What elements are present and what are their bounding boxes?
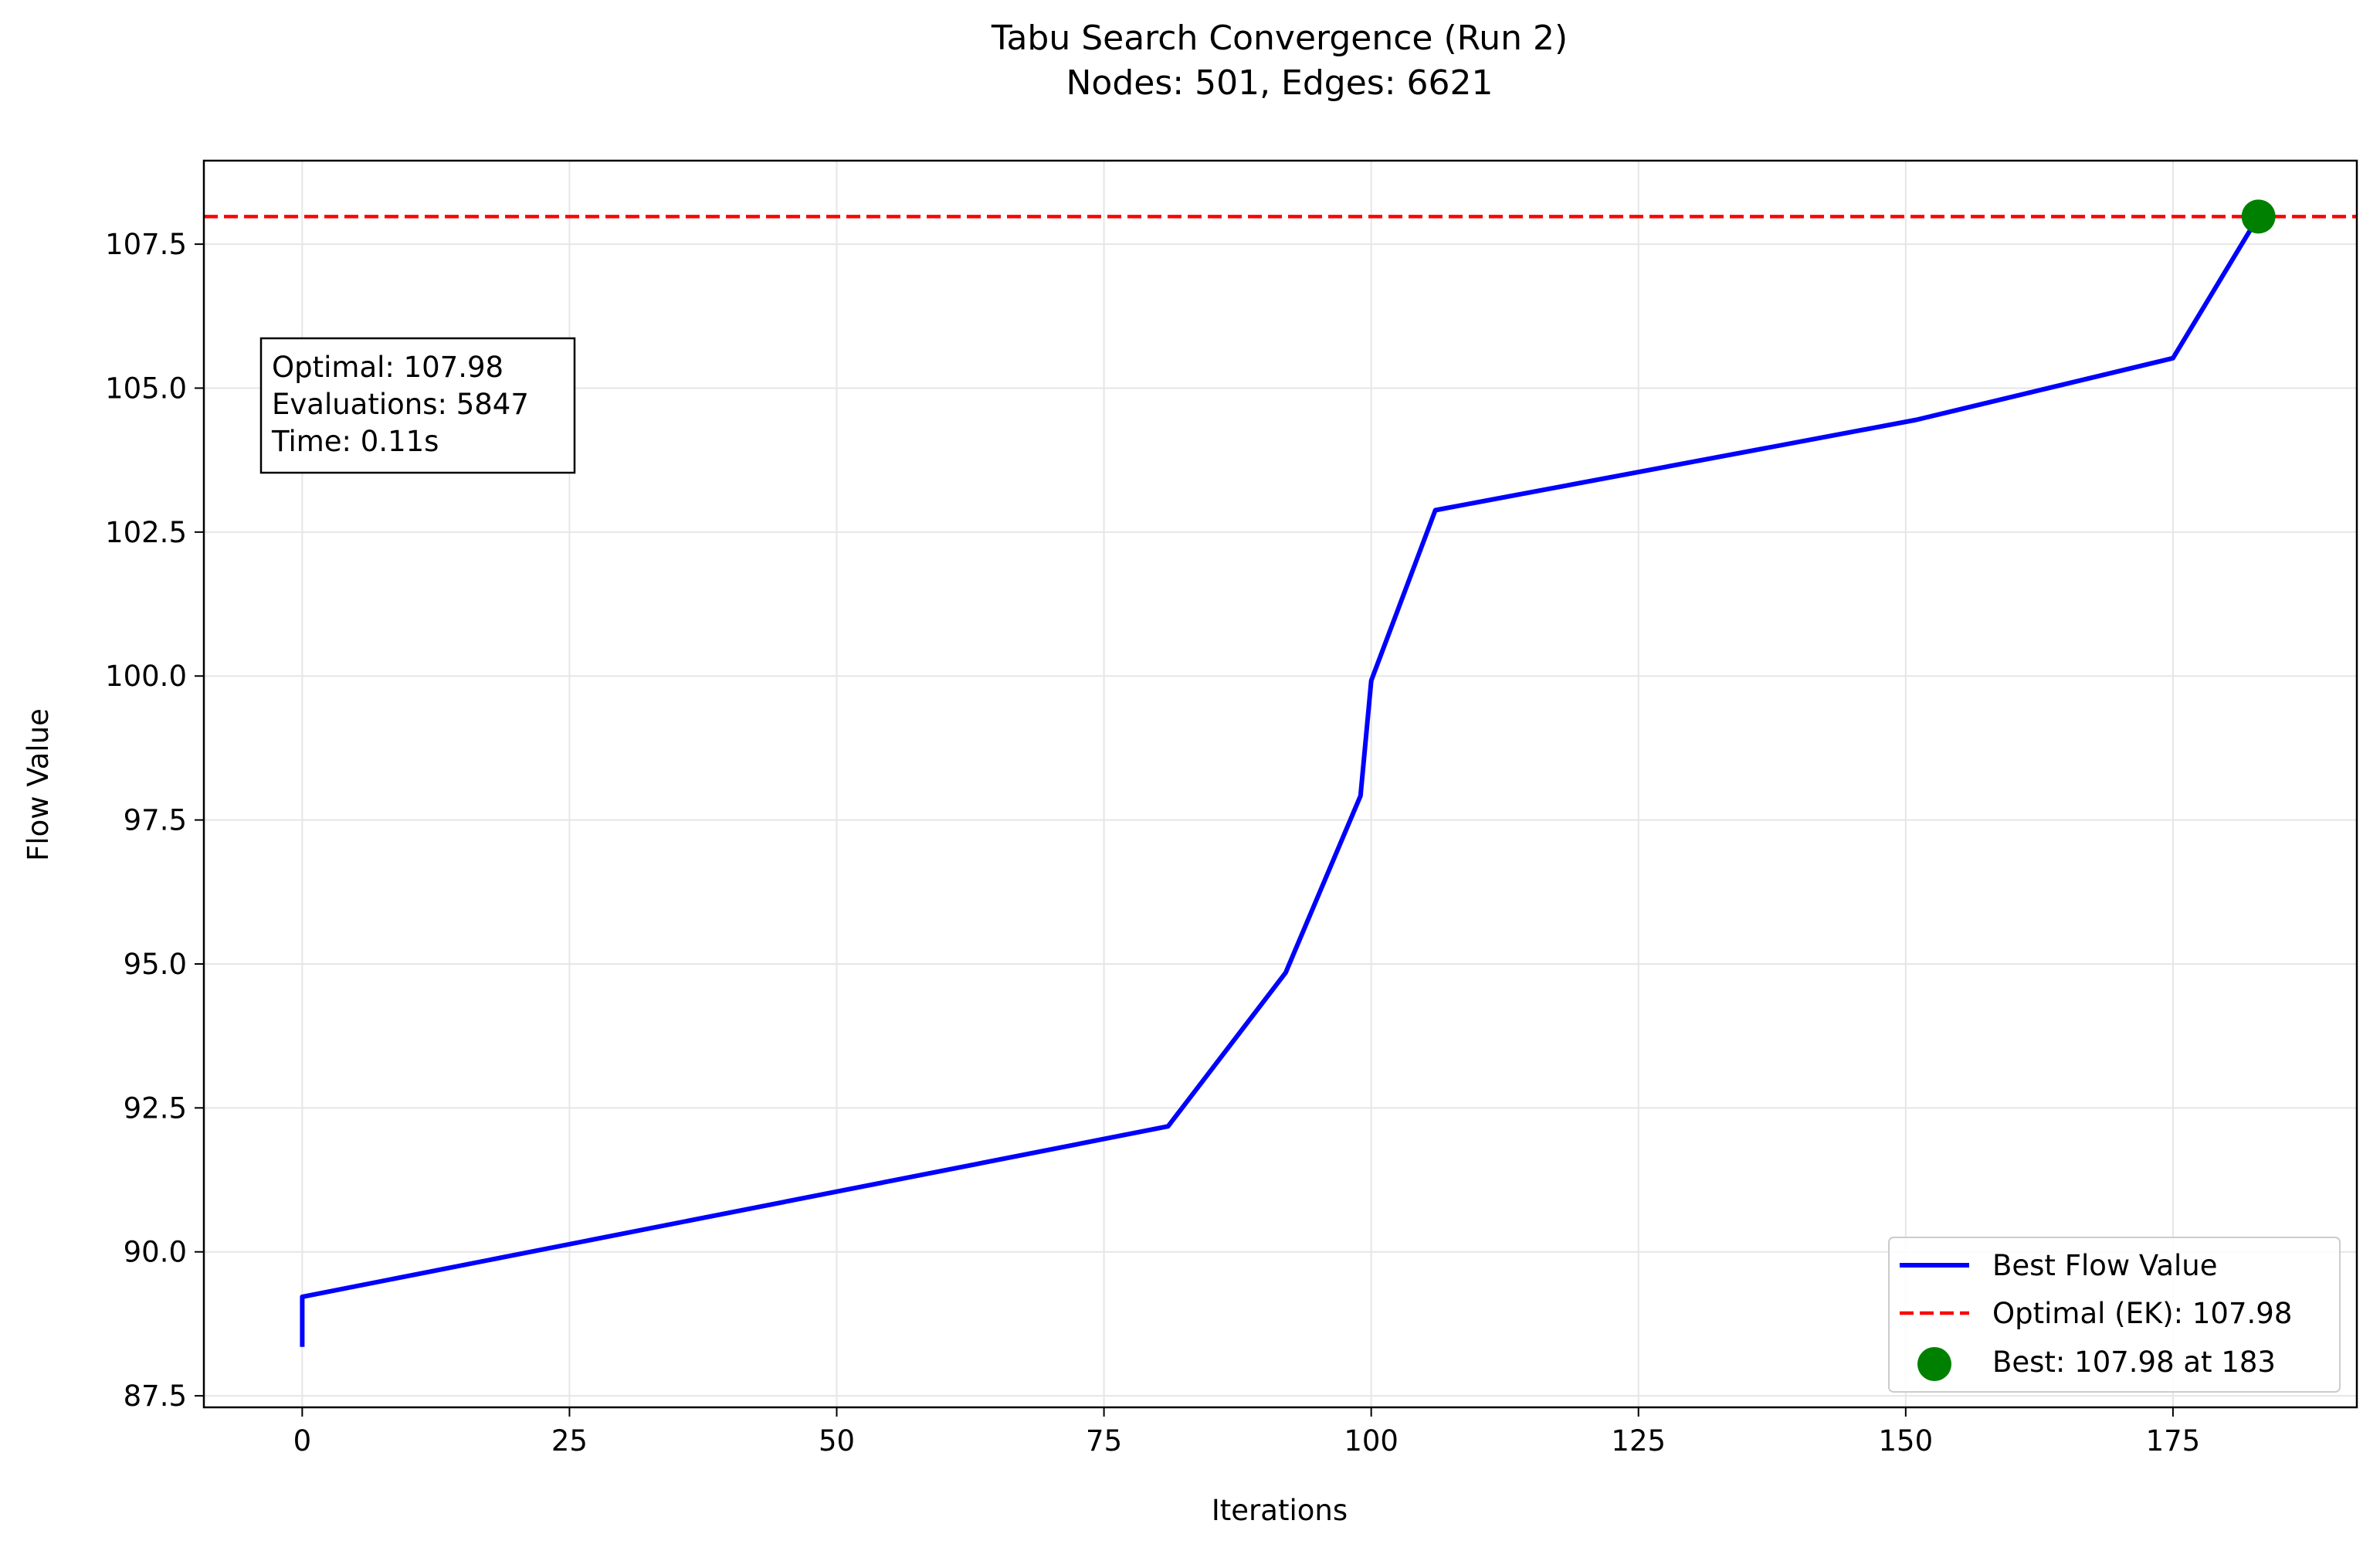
legend-label-optimal: Optimal (EK): 107.98: [1992, 1297, 2292, 1330]
series-layer: [300, 215, 2261, 1347]
y-axis-label: Flow Value: [22, 708, 55, 861]
y-tick-label: 95.0: [124, 948, 187, 981]
legend-label-best-point: Best: 107.98 at 183: [1992, 1346, 2276, 1379]
x-axis-label: Iterations: [1212, 1494, 1348, 1527]
chart-title: Tabu Search Convergence (Run 2): [991, 19, 1568, 58]
legend-swatch-best-point: [1917, 1347, 1951, 1381]
y-tick-label: 87.5: [124, 1380, 187, 1413]
y-tick-label: 100.0: [105, 660, 187, 693]
info-evaluations: Evaluations: 5847: [272, 388, 529, 421]
info-optimal: Optimal: 107.98: [272, 351, 503, 384]
y-axis: 87.5 90.0 92.5 95.0 97.5 100.0 102.5 105.0 107.5: [105, 228, 204, 1413]
best-point-marker: [2241, 199, 2276, 234]
x-axis: 0 25 50 75 100 125 150 175: [293, 1407, 2201, 1458]
x-tick-label: 100: [1344, 1424, 1399, 1458]
x-tick-label: 0: [293, 1424, 312, 1458]
x-tick-label: 125: [1611, 1424, 1666, 1458]
marker-layer: [2241, 199, 2276, 234]
legend-label-best-flow: Best Flow Value: [1992, 1249, 2218, 1282]
y-tick-label: 90.0: [124, 1236, 187, 1269]
plot-frame: [202, 159, 2358, 1409]
y-tick-label: 105.0: [105, 372, 187, 405]
y-tick-label: 107.5: [105, 228, 187, 261]
legend-frame: [1888, 1237, 2341, 1393]
series-line-best-flow: [300, 215, 2261, 1347]
x-tick-label: 175: [2146, 1424, 2201, 1458]
y-tick-label: 97.5: [124, 804, 187, 837]
x-tick-label: 150: [1879, 1424, 1934, 1458]
info-box: Optimal: 107.98 Evaluations: 5847 Time: …: [259, 337, 576, 474]
y-tick-label: 102.5: [105, 516, 187, 549]
info-time: Time: 0.11s: [271, 425, 439, 458]
y-tick-label: 92.5: [124, 1091, 187, 1125]
legend: Best Flow Value Optimal (EK): 107.98 Bes…: [1888, 1237, 2341, 1393]
x-tick-label: 75: [1086, 1424, 1122, 1458]
x-tick-label: 25: [551, 1424, 588, 1458]
chart-subtitle: Nodes: 501, Edges: 6621: [1066, 63, 1493, 103]
info-box-frame: [259, 337, 576, 474]
x-tick-label: 50: [819, 1424, 855, 1458]
